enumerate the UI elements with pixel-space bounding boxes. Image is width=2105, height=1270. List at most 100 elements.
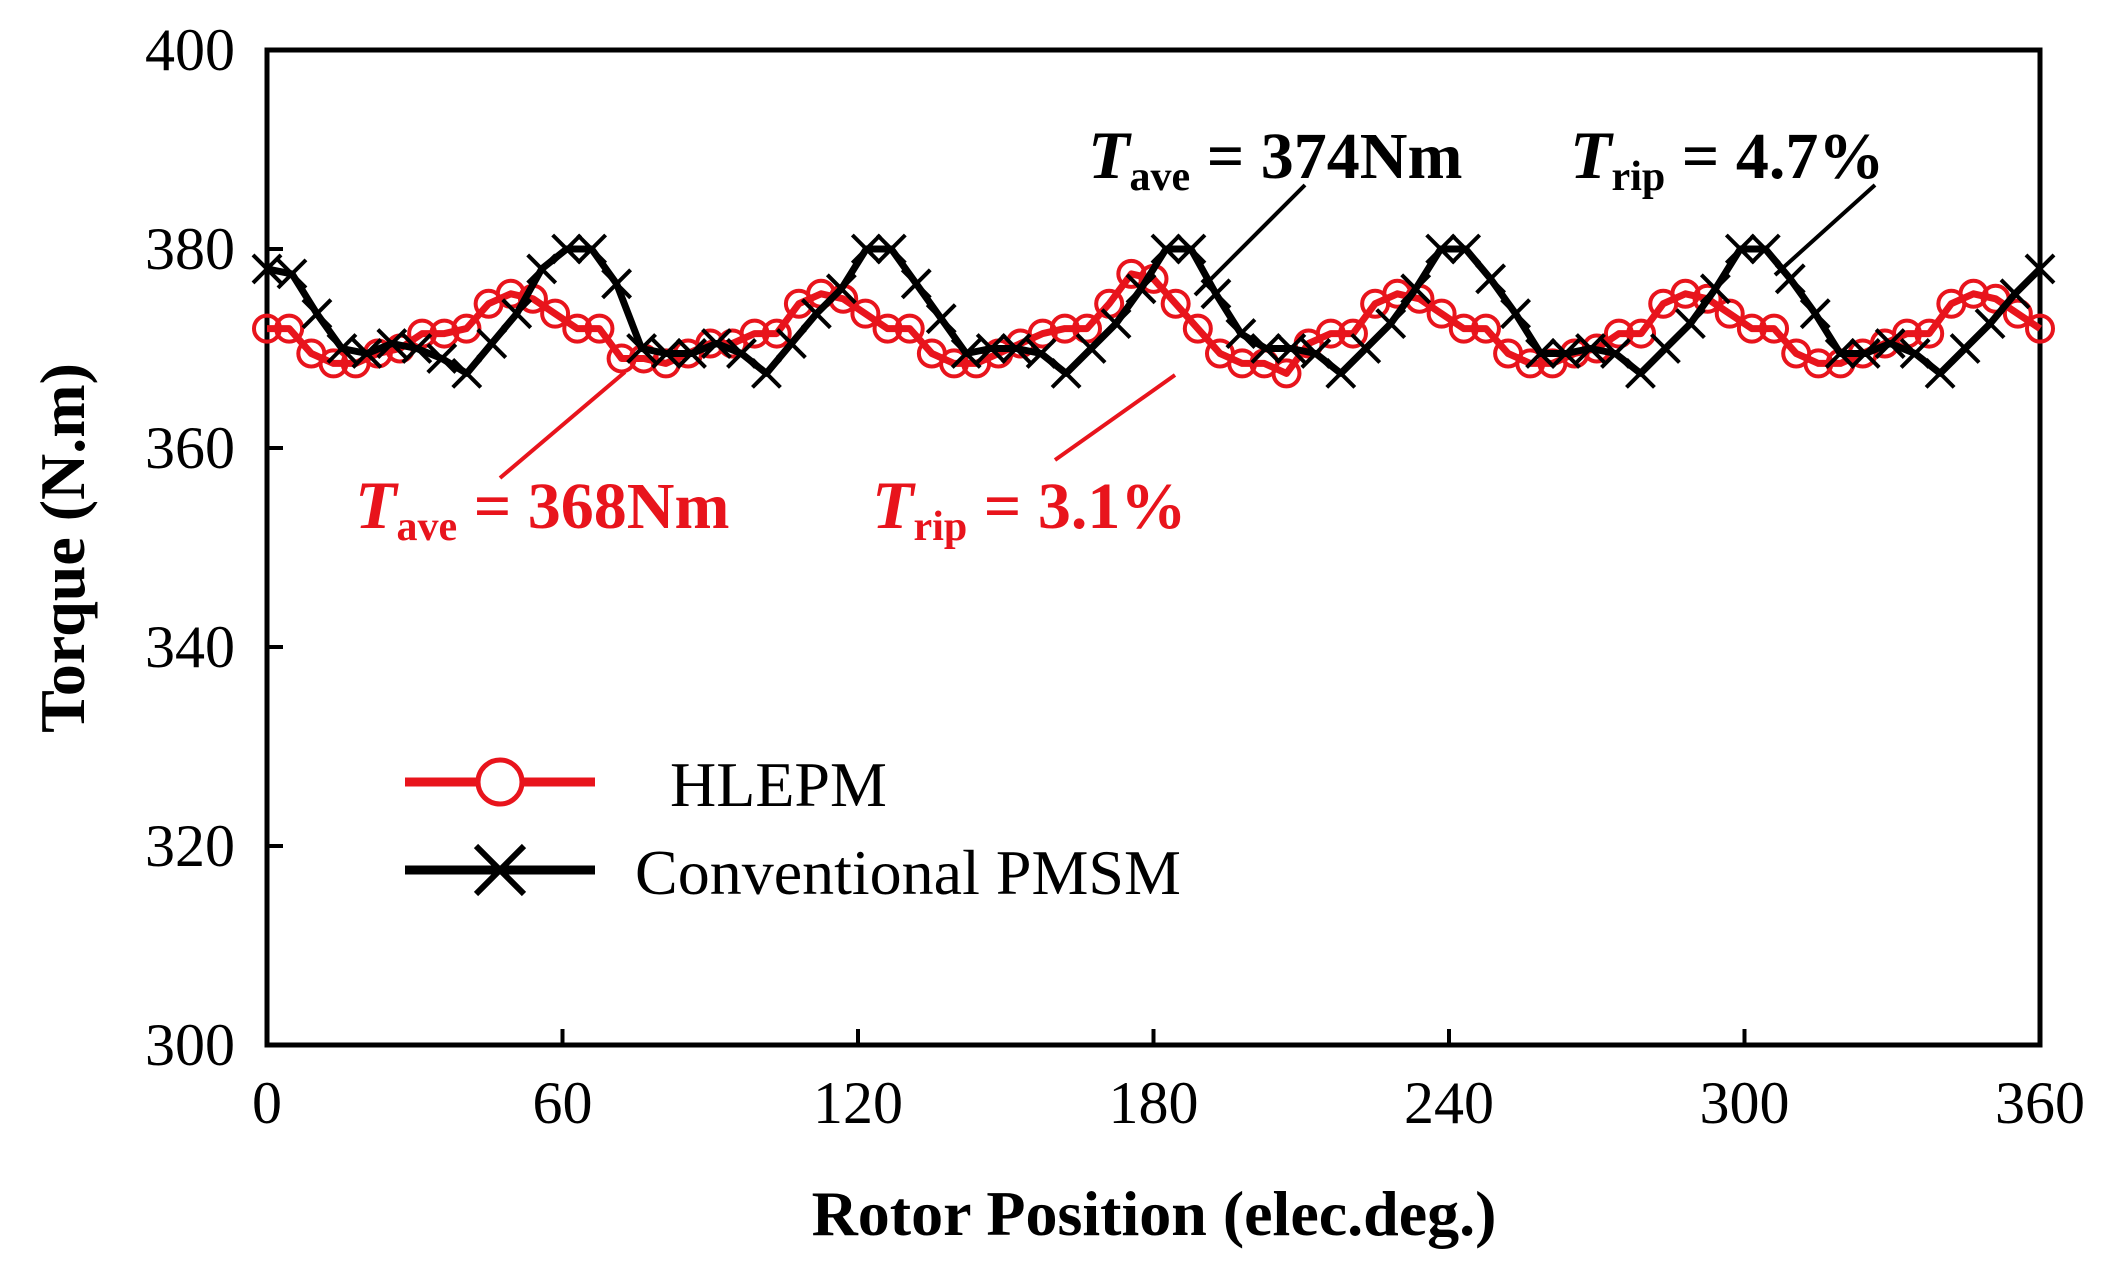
x-tick-label: 120 bbox=[813, 1070, 903, 1136]
data-point bbox=[1475, 263, 1507, 295]
y-tick-label: 360 bbox=[145, 415, 235, 481]
data-point bbox=[376, 328, 408, 359]
data-point bbox=[1426, 298, 1457, 329]
data-point bbox=[1650, 333, 1681, 364]
data-point bbox=[950, 338, 982, 369]
data-point bbox=[1050, 357, 1082, 389]
data-point bbox=[1949, 333, 1981, 364]
data-point bbox=[1603, 318, 1634, 349]
data-point bbox=[1227, 348, 1258, 379]
data-point bbox=[562, 313, 593, 344]
data-point bbox=[351, 338, 383, 369]
y-tick-label: 320 bbox=[145, 813, 235, 879]
x-tick-label: 360 bbox=[1995, 1070, 2085, 1136]
legend-marker-pmsm bbox=[473, 843, 527, 897]
annotation-hlepm-ave: Tave = 368Nm bbox=[355, 467, 729, 550]
data-point bbox=[526, 253, 558, 285]
data-point bbox=[1525, 338, 1556, 369]
data-point bbox=[1094, 288, 1125, 319]
data-point bbox=[651, 338, 682, 369]
data-point bbox=[1075, 333, 1107, 364]
data-point bbox=[1325, 357, 1357, 389]
data-point bbox=[1375, 308, 1407, 340]
data-point bbox=[1824, 338, 1856, 369]
series-layer bbox=[251, 233, 2056, 389]
legend-label-pmsm: Conventional PMSM bbox=[635, 837, 1181, 908]
data-point bbox=[276, 258, 308, 290]
data-point bbox=[426, 343, 458, 374]
data-point bbox=[501, 298, 533, 330]
data-point bbox=[606, 343, 637, 374]
data-point bbox=[1625, 357, 1656, 389]
hlepm-ave-leader bbox=[498, 370, 627, 480]
data-point bbox=[1250, 333, 1282, 364]
data-point bbox=[1225, 318, 1257, 349]
data-point bbox=[939, 348, 970, 379]
data-point bbox=[1914, 318, 1945, 349]
data-point bbox=[326, 333, 358, 364]
data-point bbox=[451, 313, 482, 344]
data-point bbox=[2024, 253, 2056, 285]
annotation-pmsm-ave: Tave = 374Nm bbox=[1088, 117, 1462, 200]
legend-entry-pmsm: Conventional PMSM bbox=[405, 837, 1181, 908]
data-point bbox=[2002, 298, 2033, 329]
legend: HLEPM Conventional PMSM bbox=[405, 749, 1181, 908]
data-point bbox=[1025, 338, 1057, 369]
data-point bbox=[1470, 313, 1501, 344]
x-tick-label: 180 bbox=[1109, 1070, 1199, 1136]
axis-ticks bbox=[265, 48, 2042, 1047]
data-point bbox=[584, 313, 615, 344]
data-point bbox=[1300, 338, 1332, 369]
y-axis-label: Torque (N.m) bbox=[27, 363, 98, 733]
data-point bbox=[1425, 233, 1457, 265]
y-tick-label: 340 bbox=[145, 614, 235, 680]
data-point bbox=[1515, 348, 1546, 379]
data-point bbox=[1699, 273, 1731, 305]
data-point bbox=[318, 348, 349, 379]
series-pmsm bbox=[251, 233, 2056, 389]
x-axis-label: Rotor Position (elec.deg.) bbox=[812, 1178, 1497, 1249]
data-point bbox=[894, 313, 925, 344]
legend-entry-hlepm: HLEPM bbox=[405, 749, 887, 820]
pmsm-rip-leader bbox=[1773, 183, 1877, 277]
data-point bbox=[925, 303, 957, 335]
data-point bbox=[407, 318, 438, 349]
data-point bbox=[1899, 338, 1931, 369]
data-point bbox=[676, 338, 707, 369]
data-point bbox=[739, 318, 770, 349]
data-point bbox=[701, 328, 732, 359]
data-point bbox=[551, 233, 583, 265]
data-point bbox=[1670, 278, 1701, 309]
data-point bbox=[429, 318, 460, 349]
data-point bbox=[1799, 298, 1831, 330]
data-point bbox=[1600, 338, 1631, 369]
data-point bbox=[1759, 313, 1790, 344]
data-point bbox=[1448, 313, 1479, 344]
data-point bbox=[1160, 288, 1191, 319]
data-point bbox=[301, 298, 333, 330]
data-point bbox=[1849, 338, 1881, 369]
data-point bbox=[1315, 318, 1346, 349]
data-point bbox=[975, 333, 1007, 364]
data-point bbox=[800, 298, 832, 330]
data-point bbox=[626, 333, 657, 364]
data-point bbox=[1724, 233, 1756, 265]
data-point bbox=[540, 298, 571, 329]
data-point bbox=[1116, 258, 1147, 289]
data-point bbox=[1626, 318, 1657, 349]
data-point bbox=[1125, 273, 1157, 305]
x-tick-label: 300 bbox=[1700, 1070, 1790, 1136]
legend-marker-hlepm bbox=[475, 757, 525, 807]
data-point bbox=[1736, 313, 1767, 344]
hlepm-rip-leader bbox=[1053, 373, 1177, 462]
x-tick-label: 240 bbox=[1404, 1070, 1494, 1136]
data-point bbox=[1271, 358, 1302, 389]
data-point bbox=[850, 233, 882, 265]
annotation-hlepm-rip: Trip = 3.1% bbox=[872, 467, 1186, 550]
data-point bbox=[1550, 338, 1581, 369]
data-point bbox=[726, 338, 757, 369]
legend-label-hlepm: HLEPM bbox=[670, 749, 887, 820]
data-point bbox=[1450, 233, 1482, 265]
data-point bbox=[251, 253, 283, 285]
